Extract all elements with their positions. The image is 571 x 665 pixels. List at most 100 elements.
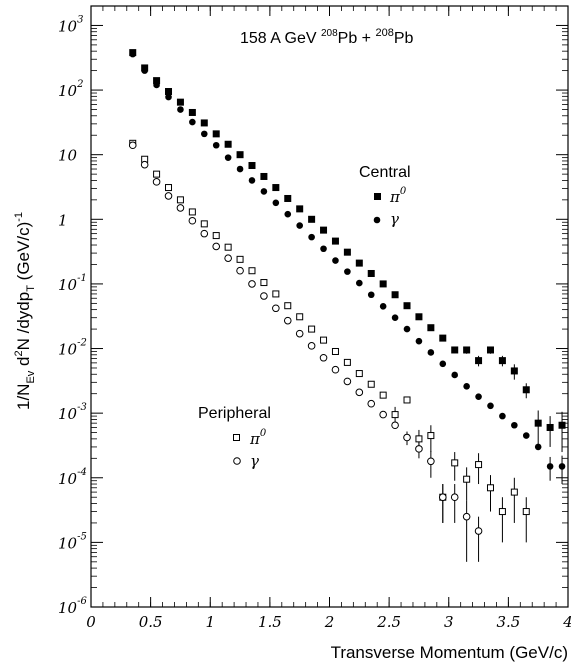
peripheral-gamma-point bbox=[176, 204, 185, 212]
peripheral-gamma-point bbox=[391, 421, 399, 430]
central-gamma-point bbox=[403, 325, 411, 333]
peripheral-gamma-point bbox=[188, 216, 197, 225]
x-tick-label: 1 bbox=[205, 613, 215, 631]
chart-title: 158 A GeV 208Pb + 208Pb bbox=[240, 27, 413, 47]
plot-frame bbox=[90, 5, 569, 608]
central-pi0-point bbox=[308, 215, 316, 223]
x-tick-label: 3 bbox=[444, 613, 454, 631]
central-gamma-point bbox=[391, 314, 399, 322]
legend-peripheral-pi0-marker bbox=[233, 434, 240, 441]
central-pi0-point bbox=[427, 324, 435, 332]
central-gamma-point bbox=[189, 118, 196, 126]
x-tick-label: 2.5 bbox=[376, 613, 401, 631]
x-tick-label: 0 bbox=[86, 613, 96, 631]
y-tick-label: 102 bbox=[58, 79, 83, 100]
peripheral-pi0-point bbox=[165, 184, 173, 192]
central-gamma-point bbox=[284, 210, 292, 218]
central-gamma-point bbox=[296, 222, 303, 229]
central-gamma-point bbox=[236, 165, 244, 173]
central-pi0-point bbox=[212, 130, 220, 138]
peripheral-pi0-point bbox=[379, 391, 387, 399]
peripheral-gamma-point bbox=[462, 512, 471, 521]
peripheral-pi0-point bbox=[391, 411, 399, 419]
central-pi0-point bbox=[403, 302, 411, 310]
peripheral-pi0-point bbox=[463, 475, 471, 483]
central-gamma-point bbox=[272, 199, 280, 207]
peripheral-pi0-point bbox=[367, 380, 375, 388]
y-tick-label: 10-4 bbox=[58, 467, 87, 488]
central-pi0-point bbox=[463, 346, 471, 354]
central-gamma-point bbox=[511, 421, 518, 429]
central-gamma-point bbox=[534, 443, 542, 451]
y-axis-title: 1/NEv d2N /dydpT (GeV/c)-1 bbox=[13, 212, 37, 410]
peripheral-pi0-point bbox=[498, 508, 506, 516]
peripheral-gamma-point bbox=[355, 388, 364, 397]
peripheral-gamma-point bbox=[140, 160, 149, 169]
peripheral-gamma-point bbox=[283, 316, 292, 325]
central-gamma-point bbox=[367, 291, 375, 299]
central-gamma-point bbox=[141, 67, 148, 74]
central-pi0-point bbox=[391, 291, 399, 299]
legend-central-pi0-label: π0 bbox=[389, 186, 407, 206]
peripheral-pi0-point bbox=[248, 267, 256, 275]
peripheral-pi0-point bbox=[212, 232, 220, 240]
central-gamma-point bbox=[451, 371, 459, 379]
central-pi0-point bbox=[153, 77, 161, 85]
peripheral-pi0-point bbox=[331, 347, 339, 355]
y-tick-label: 10-2 bbox=[58, 338, 87, 359]
central-pi0-point bbox=[296, 205, 304, 213]
central-pi0-point bbox=[260, 172, 268, 180]
peripheral-gamma-point bbox=[128, 141, 137, 150]
central-pi0-point bbox=[439, 334, 447, 342]
central-gamma-point bbox=[439, 360, 447, 368]
central-gamma-point bbox=[558, 463, 566, 470]
y-tick-label: 10 bbox=[58, 147, 78, 165]
peripheral-pi0-point bbox=[272, 290, 280, 298]
central-pi0-point bbox=[451, 346, 459, 354]
x-tick-label: 2 bbox=[324, 613, 335, 631]
central-pi0-point bbox=[355, 259, 363, 267]
legend-peripheral-gamma-marker bbox=[233, 457, 241, 465]
central-gamma-point bbox=[129, 50, 137, 58]
central-pi0-point bbox=[188, 108, 196, 116]
peripheral-gamma-point bbox=[307, 342, 316, 350]
peripheral-pi0-point bbox=[308, 325, 316, 333]
central-pi0-point bbox=[510, 367, 518, 375]
y-tick-label: 103 bbox=[58, 14, 83, 35]
peripheral-gamma-point bbox=[438, 493, 447, 502]
peripheral-gamma-point bbox=[200, 229, 209, 238]
central-pi0-point bbox=[486, 346, 494, 354]
peripheral-gamma-point bbox=[212, 242, 221, 251]
central-gamma-point bbox=[332, 257, 339, 264]
y-tick-label: 1 bbox=[58, 211, 68, 229]
peripheral-gamma-point bbox=[319, 353, 328, 362]
central-pi0-point bbox=[343, 248, 351, 256]
peripheral-gamma-point bbox=[450, 493, 459, 502]
central-pi0-point bbox=[475, 357, 483, 365]
central-gamma-point bbox=[153, 81, 160, 89]
central-pi0-point bbox=[272, 184, 280, 192]
y-tick-label: 10-5 bbox=[58, 531, 87, 552]
central-pi0-point bbox=[224, 140, 232, 148]
peripheral-pi0-point bbox=[475, 461, 483, 469]
central-gamma-point bbox=[320, 245, 327, 253]
peripheral-gamma-point bbox=[343, 377, 352, 386]
legend-central-title: Central bbox=[359, 164, 411, 181]
central-pi0-point bbox=[248, 162, 256, 170]
x-tick-label: 4 bbox=[562, 613, 571, 631]
central-gamma-point bbox=[224, 154, 232, 161]
peripheral-pi0-point bbox=[224, 243, 232, 251]
central-pi0-point bbox=[176, 98, 184, 106]
central-pi0-point bbox=[367, 269, 375, 277]
peripheral-pi0-point bbox=[200, 220, 208, 228]
peripheral-pi0-point bbox=[415, 435, 423, 443]
central-gamma-point bbox=[344, 268, 351, 275]
peripheral-gamma-point bbox=[236, 266, 244, 275]
central-pi0-point bbox=[534, 419, 542, 427]
x-tick-label: 1.5 bbox=[258, 613, 282, 631]
central-pi0-point bbox=[320, 226, 328, 234]
peripheral-gamma-point bbox=[415, 445, 423, 453]
peripheral-gamma-point bbox=[248, 280, 256, 288]
